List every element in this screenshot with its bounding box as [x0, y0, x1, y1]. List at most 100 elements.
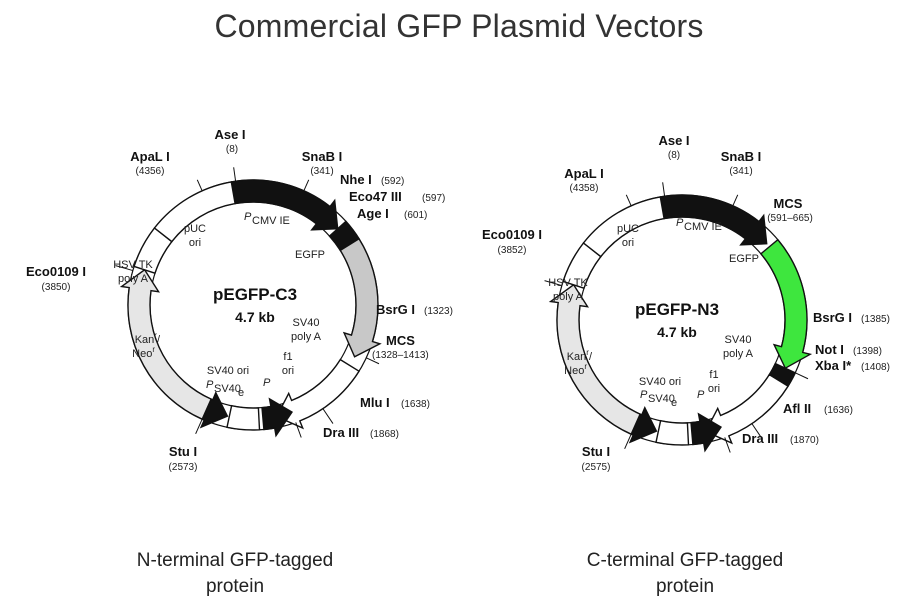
tick-ase [233, 167, 237, 182]
feature-sv40pa-label2: poly A [291, 331, 322, 343]
site-bsrg-pos: (1385) [861, 314, 890, 325]
labels-pegfp-c3: pEGFP-C3 4.7 kb Ase I (8) SnaB I (341) N… [26, 127, 453, 473]
site-eco0109-pos: (3852) [498, 245, 527, 256]
feature-kan-sup: r [586, 348, 589, 357]
feature-ori-label: ori [622, 237, 634, 249]
site-bsrg-pos: (1323) [424, 306, 453, 317]
feature-psv40-sub: SV40 [648, 393, 675, 405]
feature-sv40pa-label: SV40 [725, 334, 752, 346]
feature-hsv-label2: poly A [118, 273, 149, 285]
tick-snab [303, 179, 310, 192]
site-mcs-label: MCS [774, 196, 803, 211]
site-apal-label: ApaL I [564, 166, 604, 181]
puc-ori-arrow [582, 196, 665, 258]
tick-dra [724, 437, 731, 453]
feature-psv40-e: e [238, 387, 244, 399]
feature-psv40-sub: SV40 [214, 383, 241, 395]
site-age-pos: (601) [404, 210, 427, 221]
tick-ase [662, 182, 666, 197]
feature-hsv-label: HSV TK [548, 277, 588, 289]
feature-neo-text: Neo [132, 348, 152, 360]
site-snab-pos: (341) [310, 166, 333, 177]
site-apal-label: ApaL I [130, 149, 170, 164]
site-stu-label: Stu I [169, 444, 197, 459]
site-mcs-label: MCS [386, 333, 415, 348]
feature-sv40ori-label: SV40 ori [207, 365, 249, 377]
site-mlu-label: Mlu I [360, 395, 390, 410]
feature-puc-label: pUC [617, 223, 639, 235]
feature-neo-label: Neor [564, 362, 587, 377]
feature-psv40-label: P [640, 389, 648, 401]
feature-psv40-e: e [671, 397, 677, 409]
site-not-pos: (1398) [853, 346, 882, 357]
site-eco0109-label: Eco0109 I [26, 264, 86, 279]
tick-bsrg [795, 372, 809, 380]
feature-neo-text: Neo [564, 365, 584, 377]
caption-line1: N-terminal GFP-tagged [136, 550, 334, 571]
site-dra-label: Dra III [323, 425, 359, 440]
sv40-ori-box [226, 404, 261, 431]
tick-dra [295, 422, 302, 438]
site-ase-label: Ase I [658, 133, 689, 148]
caption-line2: protein [655, 576, 715, 597]
site-mcs-pos: (1328–1413) [372, 350, 429, 361]
site-ase-pos: (8) [226, 144, 238, 155]
caption-c-terminal: C-terminal GFP-tagged protein [515, 548, 855, 600]
tick-eco0109 [544, 280, 562, 287]
feature-kan-label: Kanr/ [135, 331, 161, 346]
site-eco0109-pos: (3850) [42, 282, 71, 293]
plasmid-name: pEGFP-N3 [635, 300, 719, 319]
site-ase-pos: (8) [668, 150, 680, 161]
p-promoter-arrow [690, 412, 722, 453]
site-afl-pos: (1636) [824, 405, 853, 416]
feature-pcmv-sub: CMV IE [252, 215, 290, 227]
site-age-label: Age I [357, 206, 389, 221]
plasmid-map-pegfp-n3 [544, 182, 813, 453]
site-stu-label: Stu I [582, 444, 610, 459]
tick-mlu [751, 423, 763, 439]
tick-snab [732, 194, 739, 207]
egfp-arrow [339, 237, 382, 358]
puc-ori-arrow [153, 181, 236, 243]
site-stu-pos: (2573) [169, 462, 198, 473]
feature-f1-label: f1 [283, 351, 292, 363]
feature-neo-label: Neor [132, 345, 155, 360]
site-eco47-label: Eco47 III [349, 189, 402, 204]
site-apal-pos: (4356) [136, 166, 165, 177]
plasmid-size: 4.7 kb [657, 324, 697, 340]
plasmid-name: pEGFP-C3 [213, 285, 297, 304]
backbone-inner-ring [149, 201, 357, 409]
site-snab-label: SnaB I [302, 149, 342, 164]
feature-kan-slash: / [157, 334, 161, 346]
feature-f1ori-label: ori [282, 365, 294, 377]
feature-sv40ori-label: SV40 ori [639, 376, 681, 388]
feature-f1ori-label: ori [708, 383, 720, 395]
site-dra-pos: (1870) [790, 435, 819, 446]
feature-kan-sup: r [154, 331, 157, 340]
egfp-arrow [759, 238, 813, 370]
tick-stu [624, 433, 632, 450]
site-dra-label: Dra III [742, 431, 778, 446]
site-xba-label: Xba I* [815, 358, 852, 373]
feature-psv40-label: P [206, 379, 214, 391]
feature-pcmv-sub: CMV IE [684, 221, 722, 233]
site-nhe-pos: (592) [381, 176, 404, 187]
feature-p-label: P [697, 389, 705, 401]
feature-gfp-label: EGFP [295, 249, 325, 261]
tick-apal [625, 194, 632, 207]
tick-mlu [322, 408, 334, 424]
cmv-promoter-arrow [659, 194, 768, 246]
site-bsrg-label: BsrG I [813, 310, 852, 325]
feature-sv40pa-label: SV40 [293, 317, 320, 329]
feature-pcmv-label: P [676, 217, 684, 229]
site-not-label: Not I [815, 342, 844, 357]
p-promoter-arrow [261, 397, 293, 438]
kan-neo-arrow [119, 268, 213, 421]
caption-line1: C-terminal GFP-tagged [586, 550, 784, 571]
feature-kan-label: Kanr/ [567, 348, 593, 363]
feature-pcmv-label: P [244, 211, 252, 223]
tick-apal [196, 179, 203, 192]
site-snab-pos: (341) [729, 166, 752, 177]
site-mlu-pos: (1638) [401, 399, 430, 410]
